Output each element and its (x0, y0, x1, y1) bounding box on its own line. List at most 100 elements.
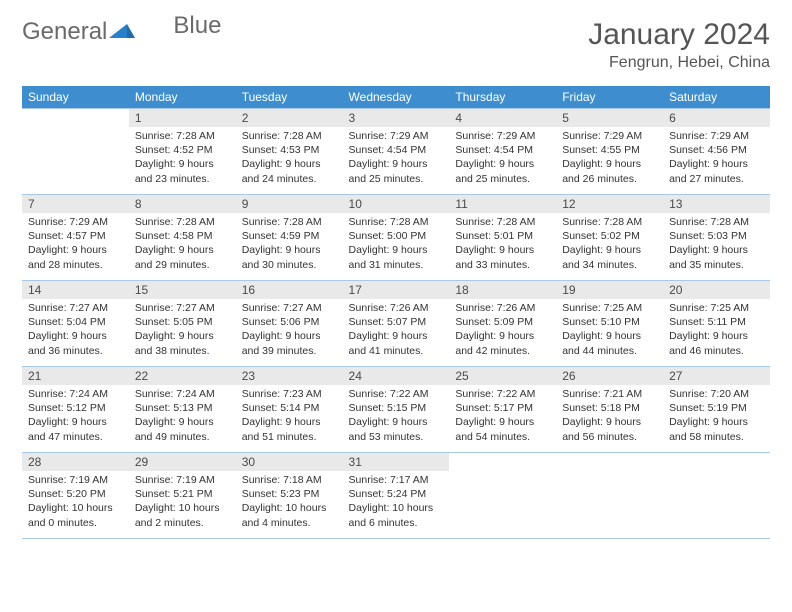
sunrise-text: Sunrise: 7:26 AM (349, 301, 444, 315)
day-number: 27 (663, 367, 770, 385)
day-body: Sunrise: 7:23 AMSunset: 5:14 PMDaylight:… (236, 385, 343, 448)
daylight-text: Daylight: 9 hours and 25 minutes. (349, 157, 444, 185)
sunrise-text: Sunrise: 7:28 AM (349, 215, 444, 229)
brand-triangle-icon (109, 20, 135, 45)
month-title: January 2024 (588, 18, 770, 52)
day-body: Sunrise: 7:25 AMSunset: 5:10 PMDaylight:… (556, 299, 663, 362)
sunset-text: Sunset: 5:01 PM (455, 229, 550, 243)
calendar-week-row: 21Sunrise: 7:24 AMSunset: 5:12 PMDayligh… (22, 367, 770, 453)
day-number: 12 (556, 195, 663, 213)
day-body: Sunrise: 7:28 AMSunset: 5:00 PMDaylight:… (343, 213, 450, 276)
day-body: Sunrise: 7:29 AMSunset: 4:57 PMDaylight:… (22, 213, 129, 276)
day-number: 4 (449, 109, 556, 127)
sunrise-text: Sunrise: 7:28 AM (135, 215, 230, 229)
calendar-day-cell: 21Sunrise: 7:24 AMSunset: 5:12 PMDayligh… (22, 367, 129, 453)
sunrise-text: Sunrise: 7:25 AM (562, 301, 657, 315)
day-body: Sunrise: 7:25 AMSunset: 5:11 PMDaylight:… (663, 299, 770, 362)
sunset-text: Sunset: 4:59 PM (242, 229, 337, 243)
sunrise-text: Sunrise: 7:24 AM (28, 387, 123, 401)
sunrise-text: Sunrise: 7:26 AM (455, 301, 550, 315)
calendar-day-cell: 14Sunrise: 7:27 AMSunset: 5:04 PMDayligh… (22, 281, 129, 367)
sunrise-text: Sunrise: 7:28 AM (669, 215, 764, 229)
sunrise-text: Sunrise: 7:28 AM (135, 129, 230, 143)
day-body: Sunrise: 7:24 AMSunset: 5:13 PMDaylight:… (129, 385, 236, 448)
day-body: Sunrise: 7:27 AMSunset: 5:06 PMDaylight:… (236, 299, 343, 362)
calendar-day-cell: 3Sunrise: 7:29 AMSunset: 4:54 PMDaylight… (343, 109, 450, 195)
sunset-text: Sunset: 5:09 PM (455, 315, 550, 329)
day-number: 10 (343, 195, 450, 213)
sunset-text: Sunset: 5:18 PM (562, 401, 657, 415)
sunset-text: Sunset: 4:55 PM (562, 143, 657, 157)
sunset-text: Sunset: 5:13 PM (135, 401, 230, 415)
calendar-day-cell: 4Sunrise: 7:29 AMSunset: 4:54 PMDaylight… (449, 109, 556, 195)
sunset-text: Sunset: 4:54 PM (455, 143, 550, 157)
sunrise-text: Sunrise: 7:27 AM (242, 301, 337, 315)
calendar-day-cell: 30Sunrise: 7:18 AMSunset: 5:23 PMDayligh… (236, 453, 343, 539)
day-body: Sunrise: 7:22 AMSunset: 5:15 PMDaylight:… (343, 385, 450, 448)
location: Fengrun, Hebei, China (588, 54, 770, 72)
daylight-text: Daylight: 9 hours and 28 minutes. (28, 243, 123, 271)
calendar-day-cell: 18Sunrise: 7:26 AMSunset: 5:09 PMDayligh… (449, 281, 556, 367)
sunset-text: Sunset: 4:54 PM (349, 143, 444, 157)
day-number: 8 (129, 195, 236, 213)
calendar-week-row: 7Sunrise: 7:29 AMSunset: 4:57 PMDaylight… (22, 195, 770, 281)
daylight-text: Daylight: 9 hours and 24 minutes. (242, 157, 337, 185)
calendar-day-cell (663, 453, 770, 539)
calendar-day-cell: 27Sunrise: 7:20 AMSunset: 5:19 PMDayligh… (663, 367, 770, 453)
sunrise-text: Sunrise: 7:28 AM (242, 129, 337, 143)
day-number: 30 (236, 453, 343, 471)
day-number: 5 (556, 109, 663, 127)
day-number: 29 (129, 453, 236, 471)
sunrise-text: Sunrise: 7:21 AM (562, 387, 657, 401)
sunset-text: Sunset: 5:00 PM (349, 229, 444, 243)
sunset-text: Sunset: 5:17 PM (455, 401, 550, 415)
calendar-table: SundayMondayTuesdayWednesdayThursdayFrid… (22, 86, 770, 539)
sunset-text: Sunset: 5:04 PM (28, 315, 123, 329)
daylight-text: Daylight: 9 hours and 23 minutes. (135, 157, 230, 185)
day-body: Sunrise: 7:28 AMSunset: 5:02 PMDaylight:… (556, 213, 663, 276)
sunset-text: Sunset: 5:21 PM (135, 487, 230, 501)
daylight-text: Daylight: 10 hours and 0 minutes. (28, 501, 123, 529)
sunrise-text: Sunrise: 7:19 AM (28, 473, 123, 487)
day-number: 15 (129, 281, 236, 299)
day-body: Sunrise: 7:29 AMSunset: 4:54 PMDaylight:… (343, 127, 450, 190)
calendar-day-cell: 12Sunrise: 7:28 AMSunset: 5:02 PMDayligh… (556, 195, 663, 281)
daylight-text: Daylight: 9 hours and 42 minutes. (455, 329, 550, 357)
weekday-header: Monday (129, 86, 236, 109)
sunset-text: Sunset: 4:57 PM (28, 229, 123, 243)
weekday-header: Saturday (663, 86, 770, 109)
weekday-header: Thursday (449, 86, 556, 109)
day-number: 17 (343, 281, 450, 299)
sunset-text: Sunset: 5:19 PM (669, 401, 764, 415)
day-body: Sunrise: 7:28 AMSunset: 5:01 PMDaylight:… (449, 213, 556, 276)
sunrise-text: Sunrise: 7:22 AM (349, 387, 444, 401)
daylight-text: Daylight: 9 hours and 58 minutes. (669, 415, 764, 443)
daylight-text: Daylight: 9 hours and 34 minutes. (562, 243, 657, 271)
day-number: 16 (236, 281, 343, 299)
daylight-text: Daylight: 9 hours and 47 minutes. (28, 415, 123, 443)
sunset-text: Sunset: 5:10 PM (562, 315, 657, 329)
sunrise-text: Sunrise: 7:29 AM (562, 129, 657, 143)
day-number: 1 (129, 109, 236, 127)
weekday-header: Tuesday (236, 86, 343, 109)
daylight-text: Daylight: 9 hours and 27 minutes. (669, 157, 764, 185)
day-body: Sunrise: 7:28 AMSunset: 4:53 PMDaylight:… (236, 127, 343, 190)
day-number: 24 (343, 367, 450, 385)
daylight-text: Daylight: 9 hours and 36 minutes. (28, 329, 123, 357)
daylight-text: Daylight: 9 hours and 33 minutes. (455, 243, 550, 271)
daylight-text: Daylight: 9 hours and 44 minutes. (562, 329, 657, 357)
calendar-day-cell: 16Sunrise: 7:27 AMSunset: 5:06 PMDayligh… (236, 281, 343, 367)
sunset-text: Sunset: 5:07 PM (349, 315, 444, 329)
day-number: 23 (236, 367, 343, 385)
sunrise-text: Sunrise: 7:18 AM (242, 473, 337, 487)
day-body: Sunrise: 7:21 AMSunset: 5:18 PMDaylight:… (556, 385, 663, 448)
sunrise-text: Sunrise: 7:29 AM (28, 215, 123, 229)
calendar-day-cell: 19Sunrise: 7:25 AMSunset: 5:10 PMDayligh… (556, 281, 663, 367)
day-number: 11 (449, 195, 556, 213)
calendar-body: 1Sunrise: 7:28 AMSunset: 4:52 PMDaylight… (22, 109, 770, 539)
sunset-text: Sunset: 5:02 PM (562, 229, 657, 243)
sunset-text: Sunset: 5:20 PM (28, 487, 123, 501)
weekday-header: Sunday (22, 86, 129, 109)
sunset-text: Sunset: 4:58 PM (135, 229, 230, 243)
sunset-text: Sunset: 5:24 PM (349, 487, 444, 501)
